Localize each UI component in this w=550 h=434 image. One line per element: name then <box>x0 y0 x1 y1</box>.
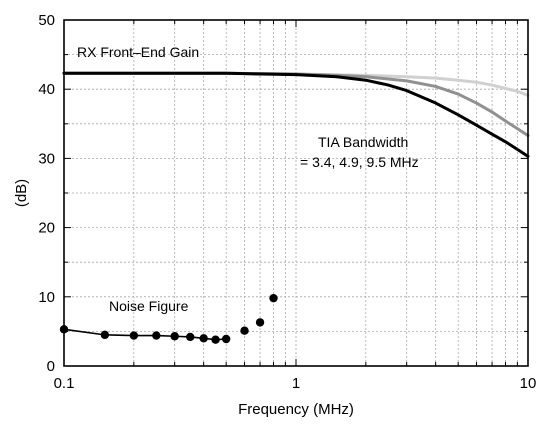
y-tick-label: 50 <box>38 12 55 29</box>
y-tick-label: 30 <box>38 150 55 167</box>
data-point <box>255 318 265 327</box>
series-line <box>62 71 530 158</box>
series-group <box>59 71 530 344</box>
tia-values-annotation: = 3.4, 4.9, 9.5 MHz <box>300 154 419 170</box>
y-tick-label: 40 <box>38 81 55 98</box>
data-point <box>221 334 231 344</box>
data-point <box>100 330 110 340</box>
y-tick-label: 0 <box>47 358 55 375</box>
data-point <box>170 332 179 341</box>
data-point <box>186 332 195 342</box>
data-point <box>240 326 249 335</box>
y-tick-label: 20 <box>38 220 55 237</box>
data-point <box>199 334 208 343</box>
grid-lines <box>64 20 528 366</box>
tick-marks <box>64 20 528 366</box>
x-tick-label: 1 <box>292 375 300 392</box>
series-4 <box>240 293 278 335</box>
noise-figure-annotation: Noise Figure <box>109 298 189 314</box>
y-axis-title: (dB) <box>13 179 30 207</box>
data-point <box>129 331 139 340</box>
x-tick-label: 10 <box>520 375 537 392</box>
data-point <box>211 335 220 344</box>
data-point <box>269 293 278 303</box>
x-axis-title: Frequency (MHz) <box>238 401 354 418</box>
y-tick-label: 10 <box>38 289 55 306</box>
series-2 <box>62 71 530 158</box>
tick-labels: 0 10 20 30 40 50 0.1 1 10 <box>38 12 536 392</box>
gain-annotation: RX Front–End Gain <box>77 44 199 60</box>
data-point <box>152 331 161 340</box>
tia-bandwidth-annotation: TIA Bandwidth <box>318 134 408 150</box>
x-tick-label: 0.1 <box>54 375 75 392</box>
